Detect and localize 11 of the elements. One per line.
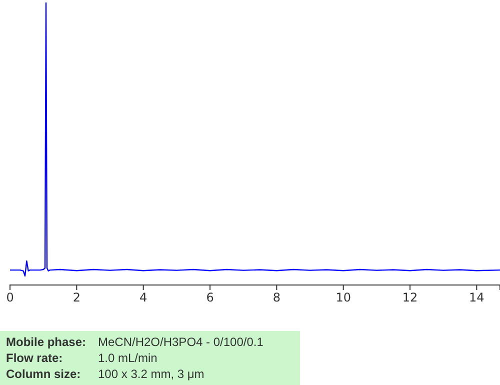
x-tick-label: 4 [140,290,148,305]
text: Column size: 100 x 3.2 mm, 3 μm [6,367,204,381]
x-tick-label: 8 [272,290,280,305]
x-tick-label: 12 [402,290,418,305]
text: Mobile phase: MeCN/H2O/H3PO4 - 0/100/0.1 [6,335,264,349]
x-tick-label: 10 [336,290,351,305]
x-tick-label: 6 [206,290,214,305]
x-tick-label: 14 [469,290,484,305]
x-tick-label: 2 [72,290,80,305]
text: Flow rate: 1.0 mL/min [6,351,158,365]
x-tick-label: 0 [6,290,14,305]
